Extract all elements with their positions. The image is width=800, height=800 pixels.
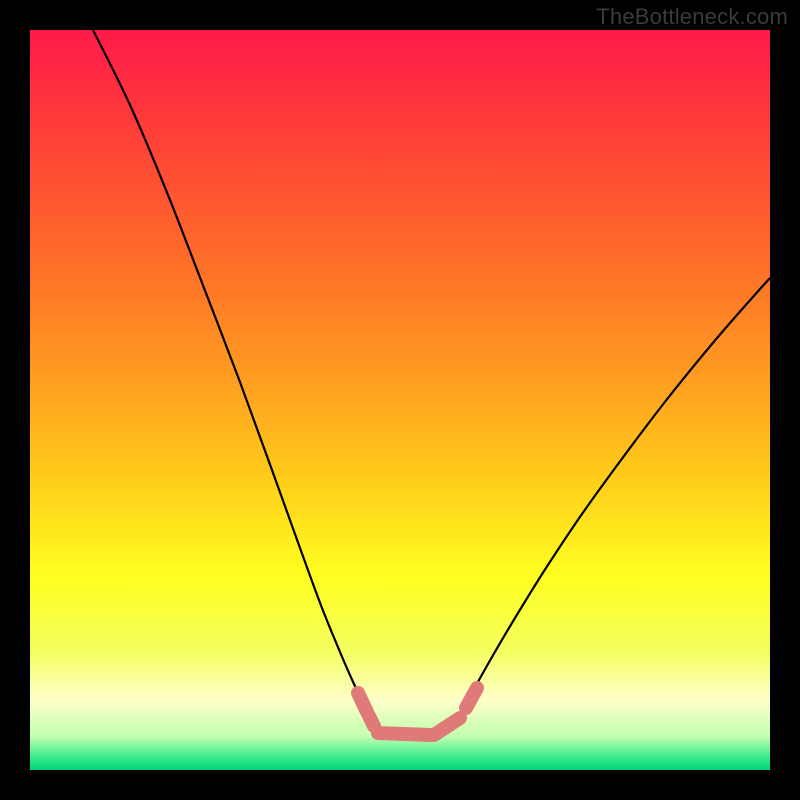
salmon-segment-2 (378, 733, 430, 735)
chart-stage: TheBottleneck.com (0, 0, 800, 800)
attribution-text: TheBottleneck.com (596, 4, 788, 30)
salmon-segment-4 (466, 688, 477, 708)
gradient-background (30, 30, 770, 770)
bottleneck-chart (0, 0, 800, 800)
salmon-segment-1 (369, 716, 374, 726)
salmon-segment-0 (358, 693, 367, 712)
